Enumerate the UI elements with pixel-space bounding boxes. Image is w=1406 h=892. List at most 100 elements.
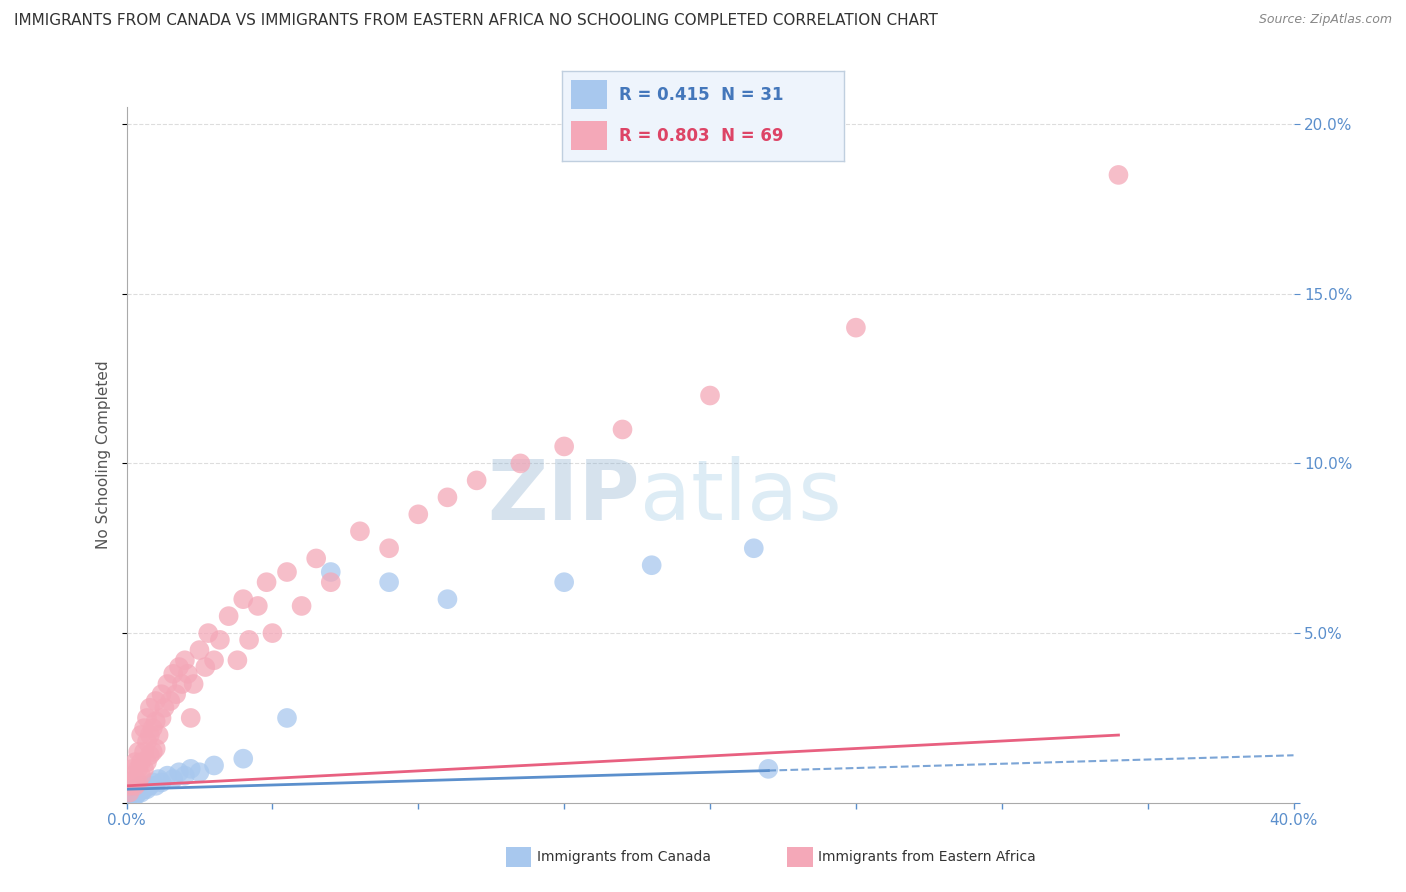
Point	[153, 700, 176, 714]
Point	[165, 687, 187, 701]
Point	[139, 779, 162, 793]
Point	[118, 779, 141, 793]
Text: R = 0.803  N = 69: R = 0.803 N = 69	[619, 128, 783, 145]
Point	[194, 660, 217, 674]
Point	[699, 388, 721, 402]
Point	[127, 775, 149, 789]
Point	[142, 721, 165, 735]
Point	[465, 474, 488, 488]
Point	[553, 575, 575, 590]
Point	[162, 666, 184, 681]
Point	[145, 694, 167, 708]
Point	[167, 765, 190, 780]
Text: ZIP: ZIP	[488, 456, 640, 537]
Point	[276, 711, 298, 725]
Point	[180, 711, 202, 725]
Text: Immigrants from Canada: Immigrants from Canada	[537, 850, 711, 864]
Point	[150, 775, 173, 789]
Point	[132, 745, 155, 759]
Point	[156, 677, 179, 691]
Point	[136, 755, 159, 769]
Point	[640, 558, 664, 573]
Text: IMMIGRANTS FROM CANADA VS IMMIGRANTS FROM EASTERN AFRICA NO SCHOOLING COMPLETED : IMMIGRANTS FROM CANADA VS IMMIGRANTS FRO…	[14, 13, 938, 29]
Point	[124, 772, 146, 786]
Point	[145, 741, 167, 756]
Point	[162, 772, 184, 786]
Point	[139, 748, 162, 763]
Point	[129, 786, 152, 800]
Point	[136, 782, 159, 797]
Point	[132, 721, 155, 735]
Point	[174, 769, 197, 783]
Point	[509, 457, 531, 471]
Point	[436, 592, 458, 607]
Point	[845, 320, 868, 334]
Point	[305, 551, 328, 566]
Point	[121, 775, 143, 789]
Point	[139, 728, 162, 742]
Point	[319, 575, 342, 590]
Point	[142, 775, 165, 789]
Text: atlas: atlas	[640, 456, 842, 537]
Y-axis label: No Schooling Completed: No Schooling Completed	[96, 360, 111, 549]
Point	[127, 745, 149, 759]
Point	[202, 653, 225, 667]
Point	[124, 755, 146, 769]
Point	[349, 524, 371, 539]
Point	[129, 728, 152, 742]
Point	[246, 599, 269, 613]
Point	[129, 779, 152, 793]
Point	[118, 789, 141, 803]
Point	[118, 786, 141, 800]
Point	[148, 728, 170, 742]
Point	[232, 752, 254, 766]
Point	[167, 660, 190, 674]
Point	[150, 711, 173, 725]
Point	[436, 491, 458, 505]
Point	[121, 762, 143, 776]
Point	[132, 762, 155, 776]
Point	[378, 541, 401, 556]
Point	[408, 508, 430, 522]
Point	[378, 575, 401, 590]
Point	[136, 711, 159, 725]
Point	[183, 677, 205, 691]
Point	[127, 762, 149, 776]
Point	[612, 422, 634, 436]
Point	[276, 565, 298, 579]
Point	[238, 632, 260, 647]
Point	[188, 643, 211, 657]
Point	[1108, 168, 1130, 182]
Point	[180, 762, 202, 776]
Point	[202, 758, 225, 772]
Point	[142, 745, 165, 759]
Point	[197, 626, 219, 640]
Point	[124, 789, 146, 803]
Point	[121, 769, 143, 783]
Point	[232, 592, 254, 607]
Point	[290, 599, 312, 613]
Text: R = 0.415  N = 31: R = 0.415 N = 31	[619, 87, 783, 104]
Text: Source: ZipAtlas.com: Source: ZipAtlas.com	[1258, 13, 1392, 27]
Point	[226, 653, 249, 667]
Point	[148, 772, 170, 786]
Point	[139, 700, 162, 714]
Point	[319, 565, 342, 579]
Text: Immigrants from Eastern Africa: Immigrants from Eastern Africa	[818, 850, 1036, 864]
Point	[177, 666, 200, 681]
Point	[129, 755, 152, 769]
Point	[553, 439, 575, 453]
Point	[218, 609, 240, 624]
Point	[170, 677, 193, 691]
Point	[136, 735, 159, 749]
Point	[256, 575, 278, 590]
Point	[188, 765, 211, 780]
FancyBboxPatch shape	[571, 121, 607, 150]
Point	[150, 687, 173, 701]
Point	[156, 769, 179, 783]
Point	[145, 714, 167, 729]
Point	[124, 782, 146, 797]
Point	[742, 541, 765, 556]
Point	[262, 626, 284, 640]
Point	[174, 653, 197, 667]
